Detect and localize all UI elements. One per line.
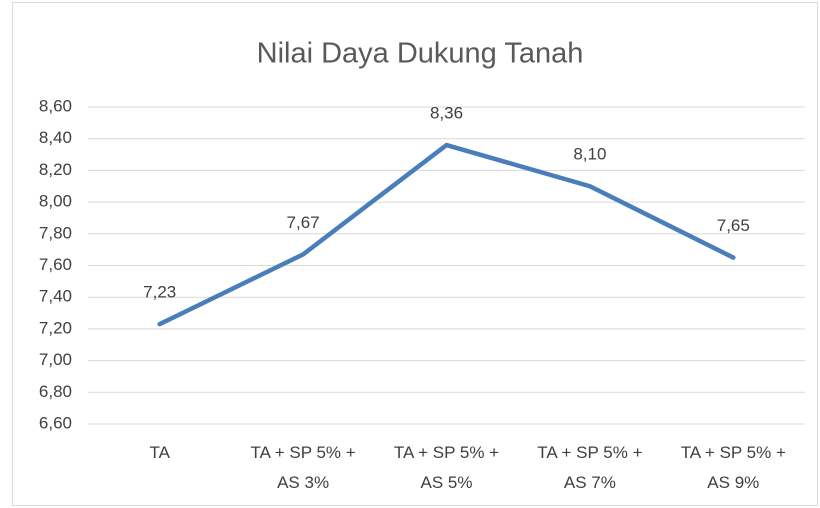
x-tick-label: TA + SP 5% + AS 3% — [250, 443, 355, 492]
chart-frame — [12, 2, 818, 506]
y-tick-label: 6,60 — [39, 413, 72, 432]
data-label: 7,23 — [143, 283, 176, 302]
y-tick-label: 6,80 — [39, 382, 72, 401]
y-tick-label: 8,00 — [39, 192, 72, 211]
y-tick-label: 7,80 — [39, 223, 72, 242]
y-tick-label: 7,40 — [39, 287, 72, 306]
y-tick-label: 7,00 — [39, 350, 72, 369]
data-label: 8,10 — [573, 145, 606, 164]
data-label: 8,36 — [430, 104, 463, 123]
y-tick-label: 7,60 — [39, 255, 72, 274]
y-tick-label: 8,60 — [39, 96, 72, 115]
data-line — [157, 142, 736, 327]
y-tick-label: 7,20 — [39, 318, 72, 337]
y-tick-label: 8,40 — [39, 128, 72, 147]
x-tick-label: TA + SP 5% + AS 9% — [681, 443, 786, 492]
x-tick-label: TA — [149, 443, 170, 462]
chart-title: Nilai Daya Dukung Tanah — [257, 38, 584, 70]
x-tick-label: TA + SP 5% + AS 7% — [537, 443, 642, 492]
data-label: 7,65 — [717, 216, 750, 235]
data-label: 7,67 — [287, 213, 320, 232]
x-tick-label: TA + SP 5% + AS 5% — [394, 443, 499, 492]
y-tick-label: 8,20 — [39, 160, 72, 179]
